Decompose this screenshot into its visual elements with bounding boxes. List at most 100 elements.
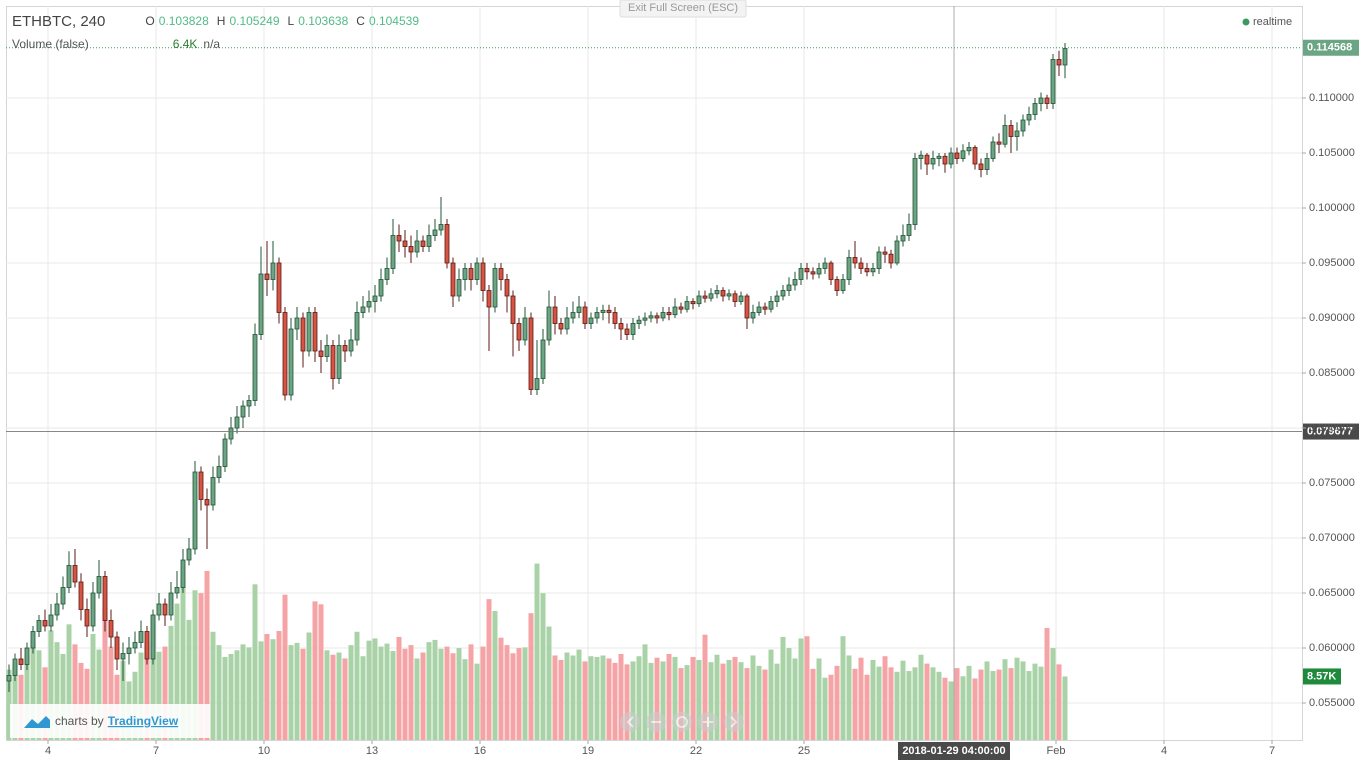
exit-label[interactable]: Exit Full Screen (ESC) bbox=[628, 2, 738, 14]
volume-bar bbox=[48, 630, 54, 740]
volume-bar bbox=[954, 668, 960, 740]
x-tick-label: 19 bbox=[582, 745, 594, 757]
candle-body bbox=[480, 262, 486, 291]
volume-bar bbox=[180, 580, 186, 740]
candle-body bbox=[210, 477, 216, 506]
l-value: 0.103638 bbox=[298, 14, 348, 28]
volume-bar bbox=[1008, 668, 1014, 740]
volume-bar bbox=[360, 656, 366, 740]
brand-text[interactable]: charts by TradingView bbox=[55, 714, 179, 728]
y-tick-label: 0.105000 bbox=[1309, 147, 1355, 159]
volume-bar bbox=[948, 681, 954, 740]
volume-bar bbox=[498, 637, 504, 740]
volume-bar bbox=[162, 646, 168, 740]
x-tick-label: 7 bbox=[1269, 745, 1275, 757]
volume-bar bbox=[192, 590, 198, 740]
volume-bar bbox=[240, 644, 246, 740]
candle-body bbox=[828, 262, 834, 280]
volume-bar bbox=[594, 656, 600, 740]
nav-right[interactable] bbox=[724, 712, 744, 732]
last-volume-box bbox=[1303, 668, 1341, 685]
volume-bar bbox=[198, 593, 204, 740]
candle-body bbox=[744, 295, 750, 319]
candle-body bbox=[840, 279, 846, 291]
candle-body bbox=[162, 603, 168, 616]
x-tick-label: 16 bbox=[474, 745, 486, 757]
volume-extra: n/a bbox=[203, 37, 220, 51]
candle-body bbox=[438, 224, 444, 231]
volume-bar bbox=[1020, 661, 1026, 740]
legend-volume: Volume (false) 6.4K n/a bbox=[12, 37, 220, 51]
volume-bar bbox=[426, 642, 432, 740]
candle-body bbox=[354, 312, 360, 341]
candle-body bbox=[768, 301, 774, 310]
volume-bar bbox=[414, 658, 420, 740]
candle-body bbox=[252, 334, 258, 401]
volume-bar bbox=[996, 669, 1002, 740]
nav-reset[interactable] bbox=[672, 712, 692, 732]
y-tick-label: 0.080000 bbox=[1309, 422, 1355, 434]
candle-body bbox=[876, 251, 882, 269]
volume-bar bbox=[858, 657, 864, 740]
candle-body bbox=[534, 378, 540, 390]
candle-body bbox=[342, 345, 348, 352]
volume-bar bbox=[804, 636, 810, 740]
candle-body bbox=[330, 345, 336, 379]
volume-bar bbox=[624, 664, 630, 740]
volume-bar bbox=[294, 642, 300, 740]
nav-left[interactable] bbox=[620, 712, 640, 732]
crosshair-time-box bbox=[898, 742, 1010, 760]
candle-body bbox=[1026, 114, 1032, 121]
candle-body bbox=[960, 150, 966, 159]
volume-bar bbox=[540, 593, 546, 740]
volume-bar bbox=[150, 620, 156, 740]
x-tick-label: 13 bbox=[366, 745, 378, 757]
candle-body bbox=[606, 309, 612, 313]
candle-body bbox=[786, 284, 792, 291]
candle-body bbox=[474, 262, 480, 280]
candle-body bbox=[1062, 48, 1068, 66]
y-tick-label: 0.090000 bbox=[1309, 312, 1355, 324]
candle-body bbox=[810, 271, 816, 275]
volume-bar bbox=[810, 668, 816, 740]
volume-bar bbox=[276, 631, 282, 740]
volume-bar bbox=[798, 638, 804, 740]
brand-link[interactable]: TradingView bbox=[108, 714, 179, 728]
volume-bar bbox=[300, 648, 306, 740]
candle-body bbox=[888, 253, 894, 264]
brand-prefix: charts by bbox=[55, 714, 104, 728]
volume-bar bbox=[390, 651, 396, 740]
x-tick-label: 25 bbox=[798, 745, 810, 757]
volume-bar bbox=[630, 661, 636, 740]
candle-body bbox=[546, 306, 552, 341]
volume-bar bbox=[6, 669, 12, 740]
volume-bar bbox=[528, 613, 534, 740]
volume-bar bbox=[168, 625, 174, 740]
volume-bar bbox=[354, 631, 360, 740]
volume-bar bbox=[678, 668, 684, 740]
volume-bar bbox=[420, 652, 426, 740]
candle-body bbox=[42, 620, 48, 627]
candle-body bbox=[468, 268, 474, 280]
candle-body bbox=[630, 323, 636, 335]
volume-bar bbox=[792, 658, 798, 740]
candle-body bbox=[78, 581, 84, 610]
exit-button[interactable] bbox=[619, 0, 747, 18]
y-tick-label: 0.060000 bbox=[1309, 642, 1355, 654]
candle-body bbox=[222, 438, 228, 467]
candle-body bbox=[84, 609, 90, 627]
volume-bar bbox=[408, 645, 414, 740]
volume-bar bbox=[282, 594, 288, 740]
c-label: C bbox=[356, 14, 365, 28]
candle-body bbox=[1002, 125, 1008, 145]
candle-body bbox=[456, 279, 462, 297]
crosshair-price-label: 0.079677 bbox=[1307, 425, 1353, 437]
volume-bar bbox=[888, 667, 894, 740]
volume-bar bbox=[942, 677, 948, 740]
last-price-label: 0.114568 bbox=[1307, 42, 1352, 54]
candle-body bbox=[672, 306, 678, 316]
candle-body bbox=[822, 262, 828, 269]
volume-bar bbox=[828, 674, 834, 740]
candle-body bbox=[492, 268, 498, 308]
